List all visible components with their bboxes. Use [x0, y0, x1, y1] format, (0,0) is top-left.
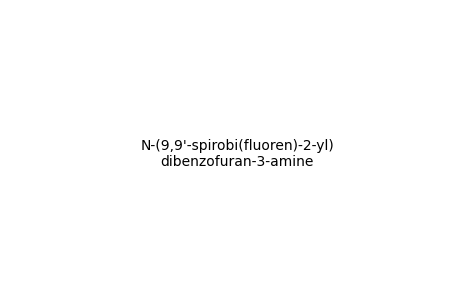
Text: N-(9,9'-spirobi(fluoren)-2-yl)
dibenzofuran-3-amine: N-(9,9'-spirobi(fluoren)-2-yl) dibenzofu… — [140, 139, 334, 169]
